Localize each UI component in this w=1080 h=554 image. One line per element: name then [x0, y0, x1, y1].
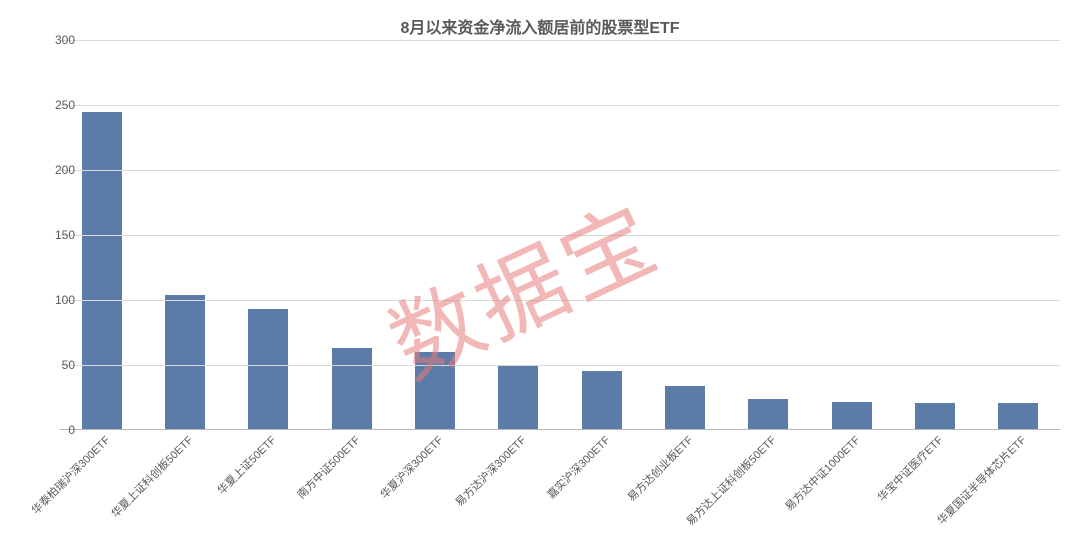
bar	[165, 295, 205, 429]
bar	[332, 348, 372, 429]
x-tick-label: 易方达上证科创板50ETF	[683, 432, 780, 529]
x-tick-label: 华夏沪深300ETF	[376, 432, 446, 502]
y-tick-label: 300	[25, 33, 75, 47]
chart-title: 8月以来资金净流入额居前的股票型ETF	[0, 0, 1080, 38]
x-tick-label: 华宝中证医疗ETF	[874, 432, 947, 505]
gridline	[60, 300, 1060, 301]
y-tick-label: 150	[25, 228, 75, 242]
bar	[82, 112, 122, 429]
y-tick-label: 50	[25, 358, 75, 372]
bar	[248, 309, 288, 429]
x-tick-label: 华夏国证半导体芯片ETF	[934, 432, 1030, 528]
x-tick-label: 嘉实沪深300ETF	[543, 432, 613, 502]
y-tick-label: 100	[25, 293, 75, 307]
bar	[748, 399, 788, 429]
bar	[832, 402, 872, 429]
x-tick-label: 华夏上证科创板50ETF	[107, 432, 196, 521]
bar	[582, 371, 622, 430]
bar	[998, 403, 1038, 429]
x-tick-label: 易方达创业板ETF	[624, 432, 697, 505]
plot-area	[60, 40, 1060, 430]
etf-inflow-bar-chart: 8月以来资金净流入额居前的股票型ETF 华泰柏瑞沪深300ETF华夏上证科创板5…	[0, 0, 1080, 554]
x-tick-label: 华泰柏瑞沪深300ETF	[27, 432, 113, 518]
y-tick-label: 200	[25, 163, 75, 177]
bar	[665, 386, 705, 429]
gridline	[60, 105, 1060, 106]
x-tick-label: 南方中证500ETF	[293, 432, 363, 502]
bar	[415, 352, 455, 429]
gridline	[60, 365, 1060, 366]
x-tick-label: 华夏上证50ETF	[214, 432, 280, 498]
y-tick-label: 250	[25, 98, 75, 112]
y-tick-label: 0	[25, 423, 75, 437]
bar	[498, 365, 538, 429]
x-tick-label: 易方达沪深300ETF	[452, 432, 530, 510]
gridline	[60, 235, 1060, 236]
gridline	[60, 170, 1060, 171]
gridline	[60, 40, 1060, 41]
bar	[915, 403, 955, 429]
x-tick-label: 易方达中证1000ETF	[781, 432, 863, 514]
